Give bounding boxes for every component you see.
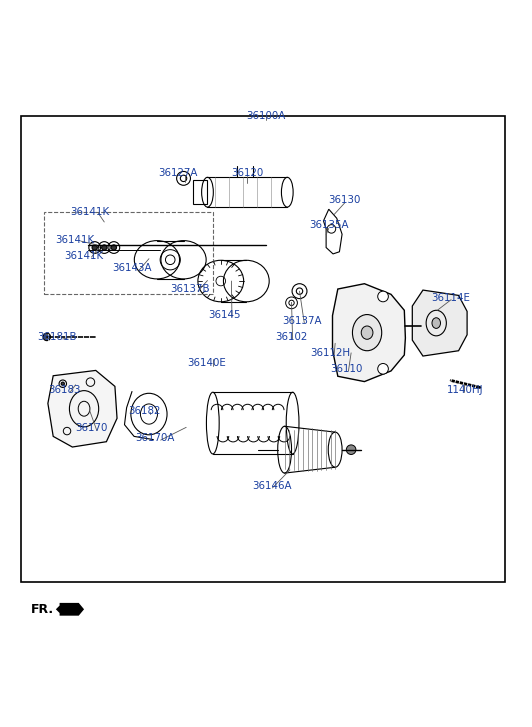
Bar: [415, 322, 425, 332]
Text: 36182: 36182: [129, 406, 161, 417]
Circle shape: [111, 245, 117, 250]
Text: FR.: FR.: [31, 603, 54, 616]
Circle shape: [346, 445, 356, 454]
Circle shape: [61, 382, 64, 385]
Text: 36146A: 36146A: [253, 481, 292, 491]
Text: 36114E: 36114E: [431, 292, 471, 302]
Text: 36141K: 36141K: [70, 207, 109, 217]
Text: 36120: 36120: [231, 168, 263, 178]
Text: 36145: 36145: [208, 310, 241, 320]
Bar: [193, 180, 207, 204]
Polygon shape: [332, 284, 405, 382]
Text: 36141K: 36141K: [64, 251, 104, 260]
Text: 36181B: 36181B: [38, 332, 77, 342]
Text: 36127A: 36127A: [159, 168, 198, 178]
Text: 36140E: 36140E: [187, 358, 226, 369]
Ellipse shape: [361, 326, 373, 340]
Text: 36137B: 36137B: [171, 284, 210, 294]
Circle shape: [102, 245, 107, 250]
Ellipse shape: [432, 318, 440, 329]
Text: 36130: 36130: [329, 195, 361, 204]
Polygon shape: [56, 603, 84, 616]
Circle shape: [378, 364, 388, 374]
Text: 36110: 36110: [331, 364, 363, 374]
Text: 36112H: 36112H: [310, 348, 350, 358]
Text: 36135A: 36135A: [309, 220, 348, 230]
Circle shape: [378, 291, 388, 302]
Text: 36143A: 36143A: [112, 262, 152, 273]
Ellipse shape: [352, 315, 382, 350]
Text: 36170: 36170: [76, 423, 107, 433]
Text: 36102: 36102: [276, 332, 307, 342]
Bar: [21, 116, 505, 582]
Text: 36170A: 36170A: [136, 433, 175, 443]
Bar: [44, 212, 213, 294]
Polygon shape: [48, 371, 117, 447]
Text: 36100A: 36100A: [246, 111, 286, 121]
Text: 1140HJ: 1140HJ: [447, 385, 484, 395]
Polygon shape: [412, 290, 467, 356]
Text: 36183: 36183: [48, 385, 81, 395]
Circle shape: [43, 333, 51, 341]
Text: 36137A: 36137A: [282, 316, 322, 326]
Text: 36141K: 36141K: [55, 235, 94, 244]
Circle shape: [92, 245, 97, 250]
